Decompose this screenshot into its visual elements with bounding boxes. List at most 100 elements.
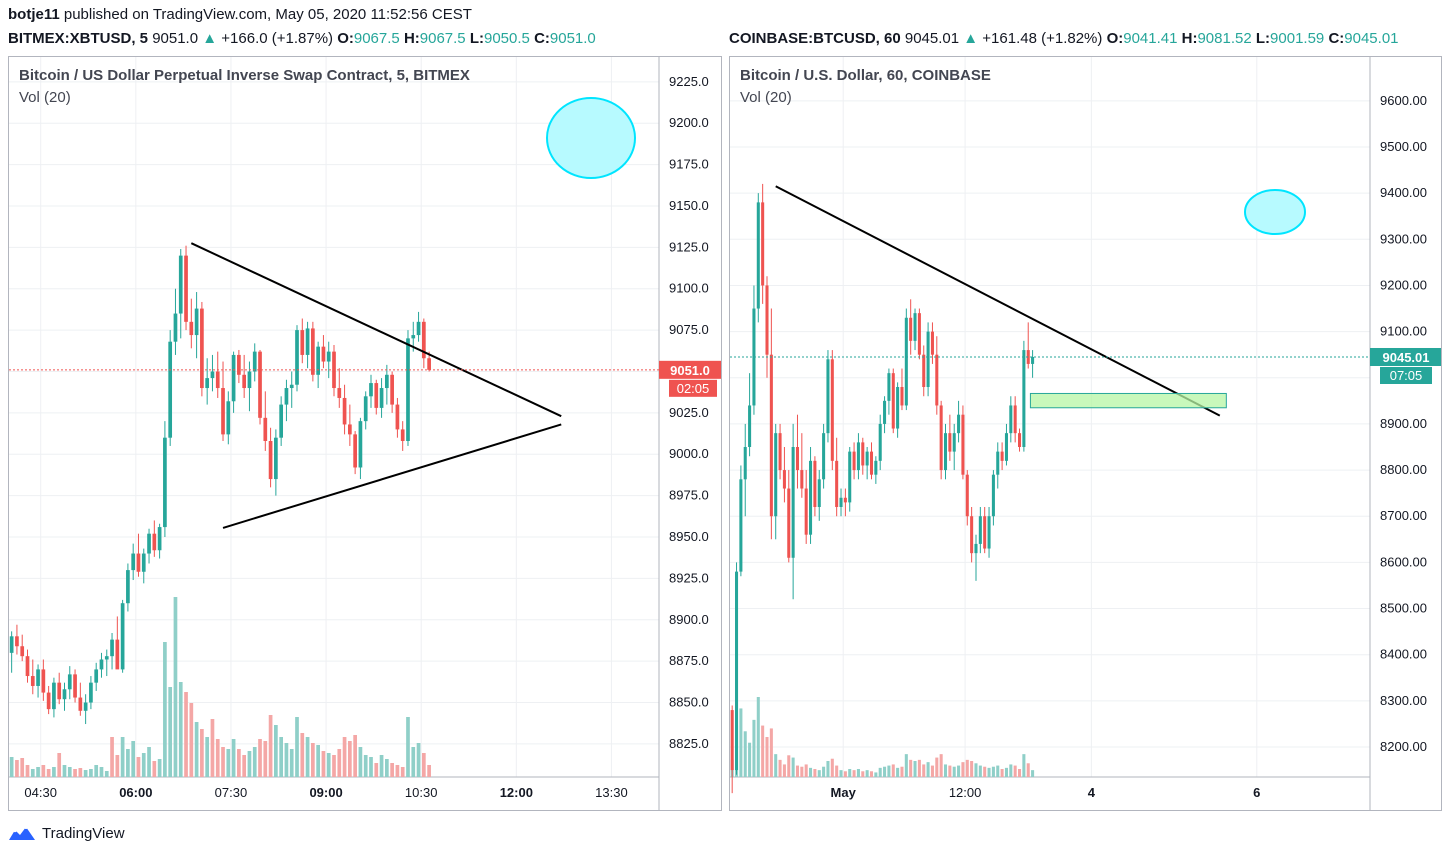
chart2-candle-body [909,317,913,341]
chart2-volume-bar [791,757,795,777]
chart2-candle-body [804,488,808,535]
chart2-volume-bar [1018,769,1022,777]
chart-panel-coinbase[interactable]: 8200.00 8300.00 8400.00 8500.00 8600.00 8700.… [729,56,1442,811]
chart1-candle-body [363,396,368,422]
chart1-volume-bar [353,735,357,777]
chart2-volume-bar [957,765,961,777]
chart1-volume-bar [94,765,99,777]
chart2-volume-bar [926,762,930,777]
chart1-volume-bar [67,767,72,777]
chart1-volume-bar [374,763,379,777]
chart2-candle-body [952,433,956,452]
chart1-volume-bar [237,749,241,777]
chart1-volume-bar [189,703,194,777]
chart2-volume-bar [782,764,786,777]
chart2-candle-body [765,285,769,355]
chart1-candle-body [263,417,268,441]
chart1-volume-bar [316,745,320,777]
chart2-volume-bar [887,765,891,777]
chart2-y-tick-label: 9500.00 [1380,139,1427,154]
chart1-candle-body [379,388,384,408]
chart1-volume-bar [411,747,416,777]
chart2-candle-body [848,451,852,503]
chart1-volume-bar [252,747,257,777]
chart1-volume-bar [131,741,136,777]
chart2-candle-body [852,451,856,471]
chart2-volume-bar [743,731,747,777]
chart1-candle-body [427,358,431,370]
chart2-canvas[interactable]: 8200.00 8300.00 8400.00 8500.00 8600.00 8700.… [730,57,1441,810]
chart2-symbol[interactable]: COINBASE:BTCUSD, 60 [729,30,901,47]
chart2-candle-body [774,433,778,517]
chart2-volume-bar [861,771,865,777]
chart2-candle-body [948,433,952,452]
chart1-canvas[interactable]: 8825.0 8850.0 8875.0 8900.0 8925.0 8950.0 8975… [9,57,721,810]
chart2-candle-body [961,414,965,475]
chart1-volume-bar [311,743,315,777]
chart1-volume-bar [141,753,146,777]
chart1-volume-bar [342,737,347,777]
chart2-low: 9001.59 [1270,30,1325,47]
publisher-name[interactable]: botje11 [8,6,60,23]
chart1-volume-bar [268,715,273,777]
chart1-candle-body [305,328,310,355]
chart2-volume-bar [769,728,773,777]
chart-panel-bitmex[interactable]: 8825.0 8850.0 8875.0 8900.0 8925.0 8950.0 8975… [8,56,722,811]
chart1-volume-bar [41,765,46,777]
chart1-y-tick-label: 8875.0 [669,653,709,668]
chart1-volume-bar [215,739,220,777]
chart1-volume-bar [363,755,368,777]
chart2-volume-bar [978,765,982,777]
chart1-y-tick-label: 9075.0 [669,322,709,337]
chart2-candle-body [896,387,900,429]
chart2-volume-bar [891,764,895,777]
chart2-volume-bar [765,737,769,777]
chart2-candle-body [926,331,930,387]
chart2-y-tick-label: 8900.00 [1380,416,1427,431]
chart2-y-tick-label: 8200.00 [1380,739,1427,754]
chart2-candle-body [974,543,978,554]
chart1-candle-body [25,656,30,677]
chart2-candle-body [813,460,817,507]
chart1-candle-body [99,659,104,670]
chart2-candle-body [865,451,869,466]
chart1-symbol[interactable]: BITMEX:XBTUSD, 5 [8,30,149,47]
chart1-c-label: C: [534,30,550,47]
chart1-volume-bar [157,759,162,777]
chart2-candle-body [843,497,847,503]
chart1-x-tick-label: 04:30 [24,785,57,800]
chart2-candle-body [826,359,830,434]
chart2-candle-body [748,405,752,447]
chart1-volume-bar [115,755,120,777]
chart1-candle-body [168,341,173,438]
chart1-candle-body [226,401,231,435]
chart1-candle-body [395,404,400,430]
chart1-candle-body [237,354,241,375]
chart2-volume-bar [939,754,943,777]
chart2-volume-bar [909,759,913,777]
chart1-volume-bar [300,733,305,777]
chart2-volume-bar [795,765,800,777]
chart2-volume-bar [869,771,874,777]
chart1-candle-body [178,255,183,314]
chart1-candle-body [247,371,252,389]
chart2-candle-body [939,405,943,471]
chart2-last: 9045.01 [904,30,960,47]
chart1-volume-bar [326,753,331,777]
chart1-candle-body [62,689,67,700]
chart1-candle-body [73,674,77,698]
chart1-candle-body [316,346,320,375]
chart1-candle-body [416,321,421,336]
chart2-y-tick-label: 8600.00 [1380,554,1427,569]
chart2-candle-body [769,354,773,517]
chart2-candle-body [795,447,800,471]
chart1-y-tick-label: 8850.0 [669,695,709,710]
chart2-volume-bar [1031,770,1035,777]
chart2-candle-body [1009,405,1013,434]
chart1-x-tick-label: 09:00 [309,785,342,800]
footer-brand[interactable]: TradingView [42,824,125,842]
chart1-volume-bar [416,743,421,777]
chart1-close: 9051.0 [549,30,596,47]
published-text: published on TradingView.com, May 05, 20… [63,6,472,23]
chart1-o-label: O: [337,30,354,47]
